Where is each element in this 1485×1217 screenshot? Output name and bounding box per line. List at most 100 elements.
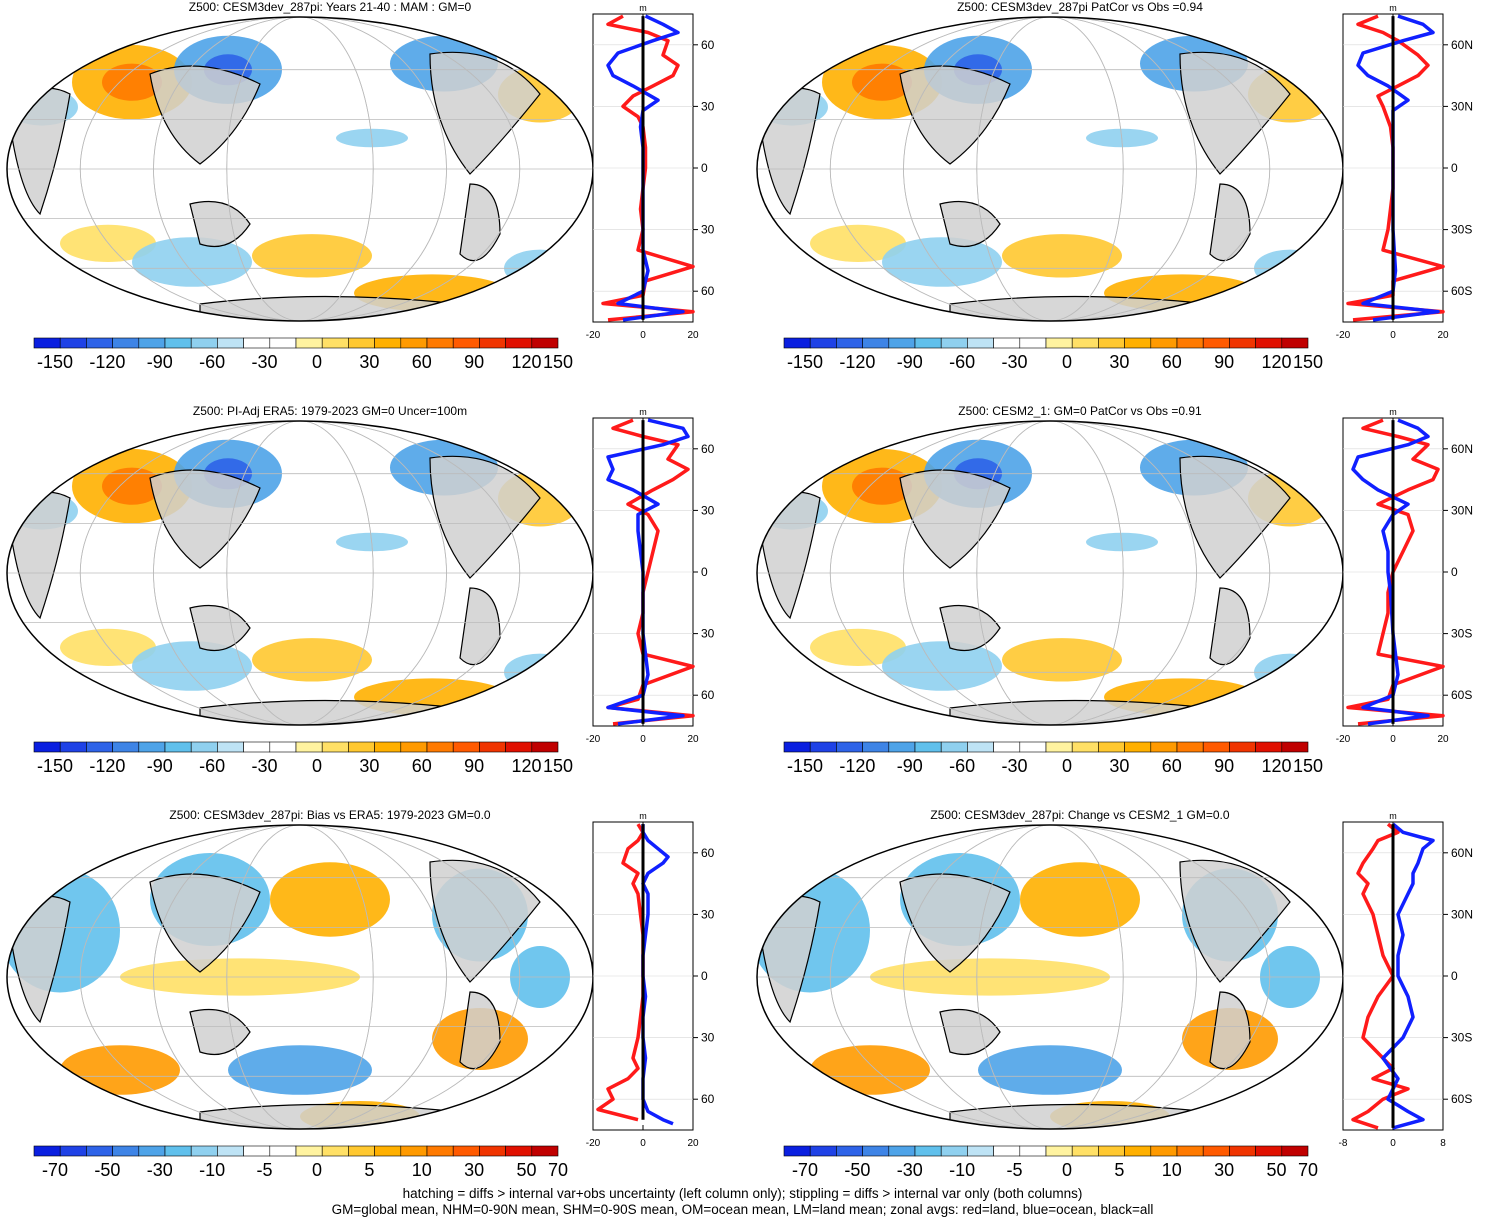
colorbar-label: -90: [897, 756, 923, 776]
colorbar-swatch: [59, 1145, 87, 1157]
lat-label: 0: [1451, 969, 1458, 983]
colorbar-swatch: [1071, 1145, 1099, 1157]
colorbar-label: 120: [1262, 352, 1292, 372]
longitude-line: [903, 825, 1197, 1129]
colorbar-swatch: [531, 1145, 559, 1157]
colorbar-swatch: [479, 741, 506, 753]
colorbar-swatch: [531, 741, 559, 753]
x-tick-label: 20: [687, 330, 699, 341]
lat-label: 0: [1451, 565, 1458, 579]
colorbar-swatch: [809, 741, 837, 753]
colorbar-label: 5: [1114, 1160, 1124, 1180]
anomaly-region: [978, 1045, 1122, 1095]
colorbar-swatch: [1255, 741, 1283, 753]
anomaly-region: [102, 63, 162, 101]
colorbar-label: 70: [1298, 1160, 1318, 1180]
colorbar: -150 -120 -90 -60 -30 0 30 60 90 120 150: [783, 741, 1323, 776]
anomaly-region: [102, 467, 162, 505]
colorbar-swatch: [1071, 741, 1099, 753]
colorbar-swatch: [164, 337, 192, 349]
colorbar-swatch: [243, 1145, 271, 1157]
colorbar-swatch: [86, 337, 113, 349]
colorbar-label: 90: [1214, 756, 1234, 776]
longitude-line: [976, 17, 1124, 321]
colorbar: -70 -50 -30 -10 -5 0 5 10 30 50 70: [783, 1145, 1318, 1180]
longitude-line: [226, 17, 374, 321]
lat-label: 30S: [701, 627, 715, 641]
colorbar-label: 150: [543, 756, 573, 776]
x-tick-label: -8: [1339, 1138, 1348, 1149]
lat-label: 0: [701, 565, 708, 579]
colorbar-swatch: [479, 1145, 506, 1157]
x-tick-label: 0: [1390, 1138, 1396, 1149]
panel-title: Z500: CESM3dev_287pi: Change vs CESM2_1 …: [930, 808, 1230, 822]
x-tick-label: 8: [1440, 1138, 1446, 1149]
landmass: [459, 991, 501, 1070]
colorbar-swatch: [862, 337, 890, 349]
colorbar-swatch: [967, 337, 994, 349]
anomaly-region: [1020, 862, 1140, 937]
colorbar-label: 10: [412, 1160, 432, 1180]
colorbar-swatch: [1098, 337, 1125, 349]
colorbar-swatch: [505, 741, 533, 753]
landmass: [939, 1008, 1001, 1056]
colorbar-swatch: [400, 1145, 428, 1157]
lat-label: 30S: [1451, 1031, 1472, 1045]
colorbar-swatch: [993, 741, 1021, 753]
colorbar-swatch: [505, 1145, 533, 1157]
colorbar-swatch: [1255, 337, 1283, 349]
lat-label: 60S: [701, 1092, 715, 1106]
colorbar-swatch: [452, 337, 480, 349]
colorbar-swatch: [112, 337, 140, 349]
anomaly-region: [882, 641, 1002, 691]
colorbar-swatch: [33, 337, 61, 349]
colorbar: -150 -120 -90 -60 -30 0 30 60 90 120 150: [783, 337, 1323, 372]
colorbar-swatch: [243, 741, 271, 753]
x-tick-label: 20: [687, 734, 699, 745]
colorbar-label: -30: [897, 1160, 923, 1180]
lat-label: 60N: [701, 442, 715, 456]
colorbar-label: 50: [517, 1160, 537, 1180]
colorbar-label: 30: [359, 756, 379, 776]
anomaly-region: [882, 237, 1002, 287]
map-contours: [757, 825, 1343, 1129]
colorbar-swatch: [479, 337, 506, 349]
colorbar-swatch: [1124, 741, 1152, 753]
colorbar-swatch: [321, 1145, 349, 1157]
map-panel: [756, 824, 1344, 1130]
lat-label: 60N: [701, 38, 715, 52]
map-contours: [757, 421, 1343, 725]
anomaly-region: [252, 638, 372, 682]
colorbar-label: -60: [949, 756, 975, 776]
colorbar-swatch: [269, 337, 297, 349]
colorbar-label: 50: [1267, 1160, 1287, 1180]
longitude-line: [976, 421, 1124, 725]
colorbar-label: 150: [1293, 756, 1323, 776]
colorbar-swatch: [1281, 337, 1309, 349]
colorbar-label: 60: [412, 756, 432, 776]
anomaly-region: [270, 862, 390, 937]
colorbar-swatch: [321, 337, 349, 349]
colorbar-label: -90: [897, 352, 923, 372]
landmass: [1179, 859, 1291, 983]
colorbar-swatch: [112, 741, 140, 753]
map-panel: [6, 420, 594, 726]
panel-title: Z500: CESM3dev_287pi: Bias vs ERA5: 1979…: [169, 808, 491, 822]
x-tick-label: -20: [586, 1138, 601, 1149]
colorbar-swatch: [940, 337, 968, 349]
longitude-line: [226, 825, 374, 1129]
colorbar-swatch: [138, 337, 166, 349]
landmass: [899, 873, 1011, 973]
colorbar-swatch: [888, 337, 916, 349]
landmass: [189, 604, 251, 652]
colorbar-swatch: [217, 741, 244, 753]
colorbar-swatch: [914, 337, 942, 349]
colorbar-swatch: [1045, 1145, 1073, 1157]
colorbar-swatch: [1071, 337, 1099, 349]
longitude-line: [903, 421, 1197, 725]
x-tick-label: 20: [1437, 330, 1449, 341]
colorbar-swatch: [1176, 1145, 1204, 1157]
colorbar-label: -120: [89, 352, 125, 372]
landmass: [189, 200, 251, 248]
colorbar-label: 0: [312, 1160, 322, 1180]
